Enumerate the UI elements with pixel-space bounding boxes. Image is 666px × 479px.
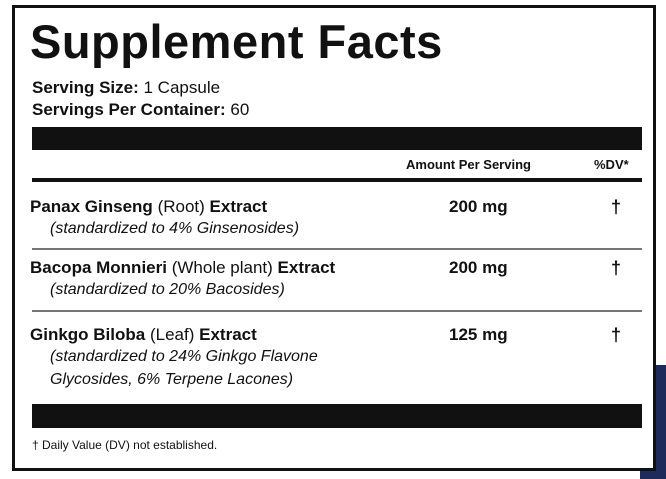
ingredient-note: (standardized to 20% Bacosides)	[50, 281, 285, 298]
row-divider	[32, 310, 642, 312]
ingredient-note: (standardized to 4% Ginsenosides)	[50, 220, 300, 237]
serving-size-value: 1 Capsule	[143, 78, 221, 97]
amount: 200 mg	[449, 258, 508, 277]
servings-label: Servings Per Container:	[32, 100, 226, 119]
servings-value: 60	[230, 100, 250, 119]
name-part: (Leaf)	[149, 325, 195, 344]
ingredient-name: Bacopa Monnieri (Whole plant) Extract	[30, 258, 335, 278]
name-part: Extract	[199, 325, 257, 344]
thick-rule	[32, 178, 642, 182]
name-part: Panax Ginseng	[30, 197, 153, 216]
serving-size-label: Serving Size:	[32, 78, 139, 97]
name-part: Bacopa Monnieri	[30, 258, 167, 277]
column-header: Amount Per Serving	[406, 157, 531, 172]
name-part: (Root)	[157, 197, 205, 216]
name-part: Extract	[209, 197, 268, 216]
daily-value: †	[610, 258, 621, 278]
title: Supplement Facts	[30, 15, 443, 68]
black-bar	[32, 127, 642, 150]
ingredient-note: Glycosides, 6% Terpene Lacones)	[50, 371, 294, 388]
serving-size: Serving Size: 1 Capsule	[32, 78, 220, 98]
ingredient-name: Ginkgo Biloba (Leaf) Extract	[30, 325, 257, 345]
amount: 125 mg	[449, 325, 508, 344]
servings-per-container: Servings Per Container: 60	[32, 100, 249, 120]
ingredient-name: Panax Ginseng (Root) Extract	[30, 197, 267, 217]
footnote: † Daily Value (DV) not established.	[32, 438, 218, 452]
column-header: %DV*	[594, 157, 629, 172]
name-part: Extract	[277, 258, 336, 277]
facts-panel	[12, 5, 656, 471]
ingredient-note: (standardized to 24% Ginkgo Flavone	[50, 348, 318, 365]
black-bar	[32, 404, 642, 428]
daily-value: †	[610, 197, 621, 217]
amount: 200 mg	[449, 197, 508, 216]
row-divider	[32, 248, 642, 250]
name-part: Ginkgo Biloba	[30, 325, 146, 344]
name-part: (Whole plant)	[171, 258, 273, 277]
daily-value: †	[610, 325, 621, 345]
